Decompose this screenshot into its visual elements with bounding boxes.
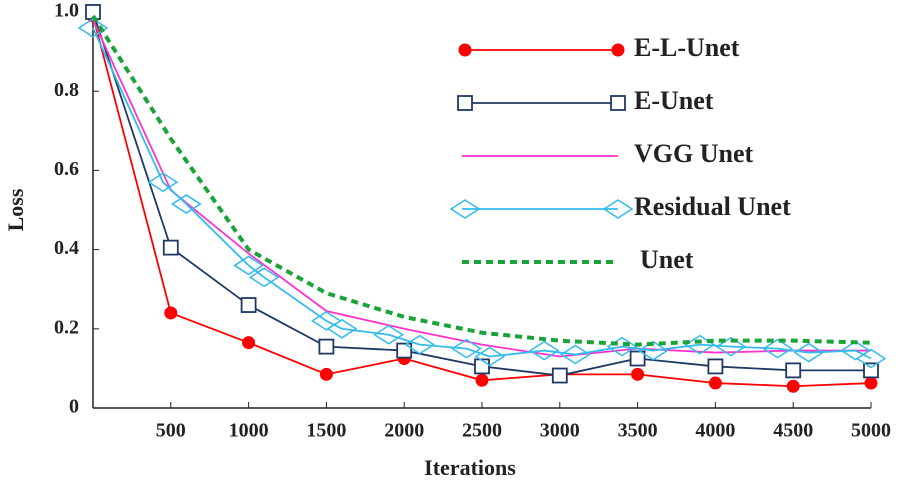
marker (475, 373, 489, 387)
marker (162, 239, 179, 256)
marker (242, 336, 256, 350)
marker (864, 376, 878, 390)
x-tick-label: 3500 (618, 420, 658, 442)
x-tick-label: 3000 (540, 420, 580, 442)
marker (318, 338, 335, 355)
marker (451, 338, 482, 359)
marker (248, 267, 280, 288)
legend-label: E-L-Unet (634, 33, 740, 62)
legend-label: Unet (640, 245, 694, 274)
y-tick-label: 0.6 (54, 158, 79, 180)
legend-marker (457, 95, 473, 111)
x-axis-label: Iterations (424, 455, 516, 480)
legend-label: VGG Unet (634, 139, 754, 168)
marker (559, 344, 591, 365)
marker (708, 376, 722, 390)
x-tick-label: 2000 (384, 420, 424, 442)
marker (77, 17, 109, 38)
y-tick-label: 1.0 (54, 0, 79, 22)
legend-marker (602, 199, 634, 219)
y-tick-label: 0.8 (54, 79, 79, 101)
marker (474, 346, 506, 367)
marker (715, 336, 747, 357)
legend-label: E-Unet (634, 86, 714, 115)
x-tick-label: 1500 (306, 420, 346, 442)
x-tick-label: 500 (156, 420, 186, 442)
marker (170, 194, 202, 214)
x-tick-label: 5000 (851, 420, 891, 442)
x-tick-label: 2500 (462, 420, 502, 442)
legend-label: Residual Unet (634, 192, 791, 221)
marker (551, 367, 568, 384)
marker (474, 358, 490, 375)
marker (606, 336, 638, 357)
y-tick-label: 0 (69, 396, 79, 418)
legend-marker (449, 199, 481, 219)
marker (396, 342, 413, 359)
marker (863, 362, 879, 379)
marker (855, 348, 887, 369)
marker (528, 340, 560, 361)
marker (404, 334, 436, 355)
marker (793, 342, 825, 363)
legend-marker (458, 43, 472, 57)
marker (707, 358, 724, 375)
y-axis-label: Loss (3, 188, 28, 231)
x-tick-label: 1000 (229, 420, 269, 442)
y-tick-label: 0.2 (54, 316, 79, 338)
y-tick-label: 0.4 (54, 237, 79, 259)
marker (326, 318, 358, 339)
marker (786, 379, 800, 393)
series-line (92, 19, 871, 358)
series-line (91, 14, 872, 347)
marker (164, 306, 178, 320)
marker (319, 367, 333, 381)
marker (785, 362, 802, 379)
marker (373, 324, 405, 345)
marker (240, 297, 257, 313)
legend-marker (611, 43, 625, 57)
marker (629, 350, 646, 367)
x-tick-label: 4500 (773, 420, 813, 442)
x-tick-label: 4000 (695, 420, 735, 442)
marker (147, 172, 179, 193)
marker (684, 334, 716, 355)
marker (233, 255, 264, 276)
legend-marker (610, 95, 626, 111)
marker (631, 367, 645, 381)
series-line (92, 27, 872, 360)
